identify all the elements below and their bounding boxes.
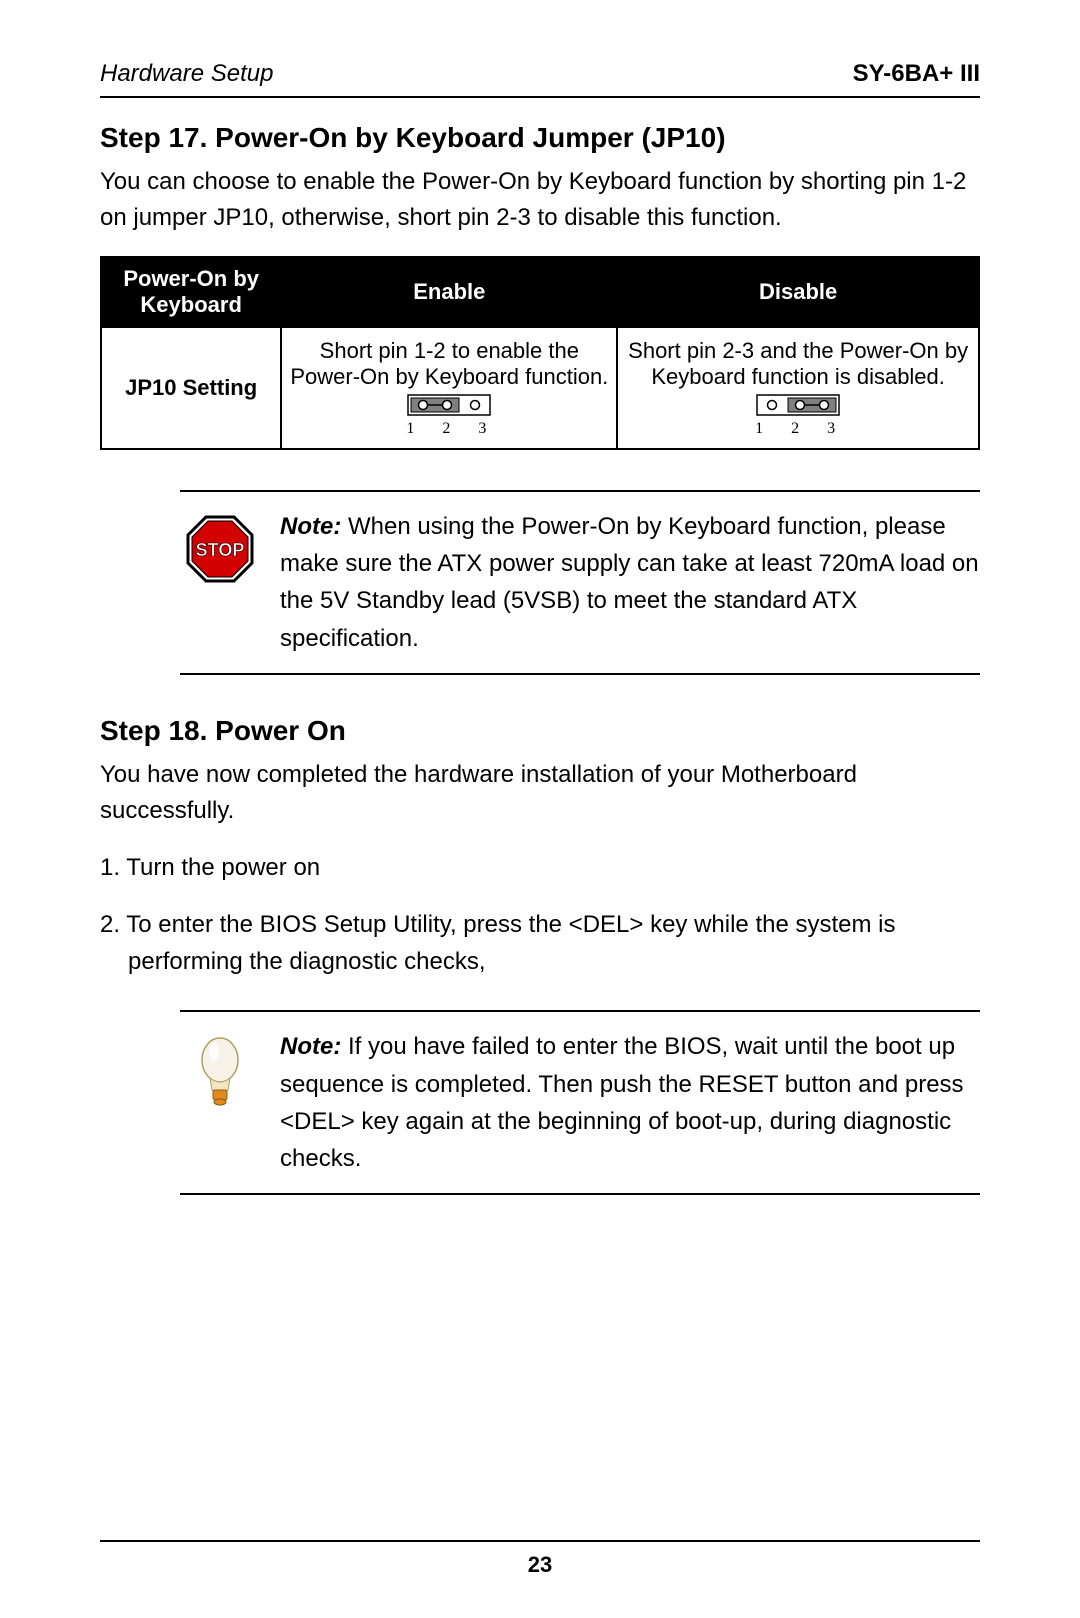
stop-icon: STOP: [185, 514, 255, 584]
note-stop: STOP Note: When using the Power-On by Ke…: [180, 490, 980, 675]
note-stop-text: Note: When using the Power-On by Keyboar…: [280, 508, 980, 657]
header-right: SY-6BA+ III: [853, 60, 980, 88]
jumper-enable-diagram: [407, 394, 491, 416]
bulb-icon: [195, 1034, 245, 1114]
jumper-th-2: Enable: [281, 257, 617, 327]
jumper-enable-text: Short pin 1-2 to enable the Power-On by …: [290, 338, 608, 390]
jumper-disable-pins: 1 2 3: [755, 420, 847, 438]
jumper-table: Power-On by Keyboard Enable Disable JP10…: [100, 256, 980, 450]
list-item: 2. To enter the BIOS Setup Utility, pres…: [100, 906, 980, 980]
note-bulb: Note: If you have failed to enter the BI…: [180, 1010, 980, 1195]
header-left: Hardware Setup: [100, 60, 273, 88]
jumper-th-3: Disable: [617, 257, 979, 327]
jumper-th-1: Power-On by Keyboard: [101, 257, 281, 327]
jumper-disable-diagram: [756, 394, 840, 416]
jumper-enable-cell: Short pin 1-2 to enable the Power-On by …: [281, 327, 617, 449]
list-item: 1. Turn the power on: [100, 849, 980, 886]
header-rule: [100, 96, 980, 98]
jumper-disable-text: Short pin 2-3 and the Power-On by Keyboa…: [626, 338, 970, 390]
page-number: 23: [100, 1552, 980, 1578]
svg-text:STOP: STOP: [196, 540, 245, 560]
step18-body: You have now completed the hardware inst…: [100, 757, 980, 829]
step17-body: You can choose to enable the Power-On by…: [100, 164, 980, 236]
jumper-disable-cell: Short pin 2-3 and the Power-On by Keyboa…: [617, 327, 979, 449]
step17-title: Step 17. Power-On by Keyboard Jumper (JP…: [100, 122, 980, 154]
note-bulb-text: Note: If you have failed to enter the BI…: [280, 1028, 980, 1177]
jumper-row-label: JP10 Setting: [101, 327, 281, 449]
footer-rule: [100, 1540, 980, 1542]
jumper-enable-pins: 1 2 3: [406, 420, 498, 438]
step18-title: Step 18. Power On: [100, 715, 980, 747]
step18-list: 1. Turn the power on 2. To enter the BIO…: [100, 849, 980, 981]
